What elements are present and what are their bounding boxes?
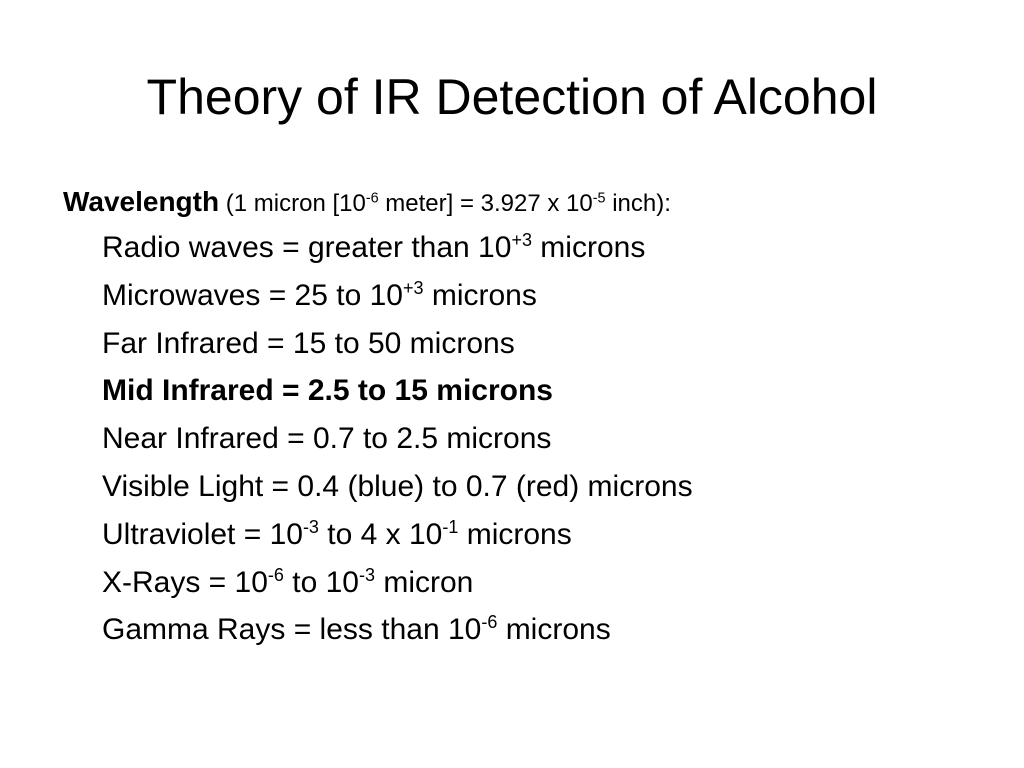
text-run: Mid Infrared = 2.5 to 15 microns xyxy=(102,374,553,408)
text-run: microns xyxy=(497,613,611,647)
text-run: Gamma Rays = less than 10 xyxy=(102,613,482,647)
item-line: Near Infrared = 0.7 to 2.5 microns xyxy=(102,419,551,459)
heading-line: Wavelength (1 micron [10-6 meter] = 3.92… xyxy=(63,182,671,224)
item-line: Microwaves = 25 to 10+3 microns xyxy=(102,276,537,316)
text-run: X-Rays = 10 xyxy=(102,565,268,599)
text-run: microns xyxy=(423,278,537,312)
superscript: -1 xyxy=(442,517,459,537)
slide-title: Theory of IR Detection of Alcohol xyxy=(146,69,878,125)
heading-label: Wavelength xyxy=(63,186,220,217)
item-line: Far Infrared = 15 to 50 microns xyxy=(102,324,515,364)
text-run: Ultraviolet = 10 xyxy=(102,517,303,551)
superscript: +3 xyxy=(402,278,424,298)
text-run: Near Infrared = 0.7 to 2.5 microns xyxy=(102,422,552,456)
text-run: to 4 x 10 xyxy=(318,517,443,551)
superscript: -6 xyxy=(481,612,498,633)
text-run: meter] = 3.927 x 10 xyxy=(378,190,593,217)
item-line: Radio waves = greater than 10+3 microns xyxy=(102,228,645,268)
superscript: -6 xyxy=(365,190,379,207)
item-line: Ultraviolet = 10-3 to 4 x 10-1 microns xyxy=(102,515,572,555)
item-line: Mid Infrared = 2.5 to 15 microns xyxy=(102,371,553,411)
superscript: -5 xyxy=(592,190,606,207)
item-line: Gamma Rays = less than 10-6 microns xyxy=(102,610,611,650)
superscript: +3 xyxy=(511,230,532,251)
item-line: X-Rays = 10-6 to 10-3 micron xyxy=(102,563,473,603)
superscript: -6 xyxy=(267,564,284,585)
text-run: (1 micron [10 xyxy=(225,190,366,217)
item-line: Visible Light = 0.4 (blue) to 0.7 (red) … xyxy=(102,467,693,507)
text-run: Microwaves = 25 to 10 xyxy=(102,278,403,312)
text-run: micron xyxy=(375,565,474,599)
text-run: Radio waves = greater than 10 xyxy=(102,231,512,264)
text-run: microns xyxy=(458,517,572,551)
text-run: inch): xyxy=(605,190,671,217)
superscript: -3 xyxy=(359,564,376,585)
text-run: microns xyxy=(531,231,646,264)
text-run: to 10 xyxy=(283,565,359,599)
text-run: Visible Light = 0.4 (blue) to 0.7 (red) … xyxy=(102,470,693,503)
superscript: -3 xyxy=(302,517,319,537)
text-run: Far Infrared = 15 to 50 microns xyxy=(102,326,515,360)
